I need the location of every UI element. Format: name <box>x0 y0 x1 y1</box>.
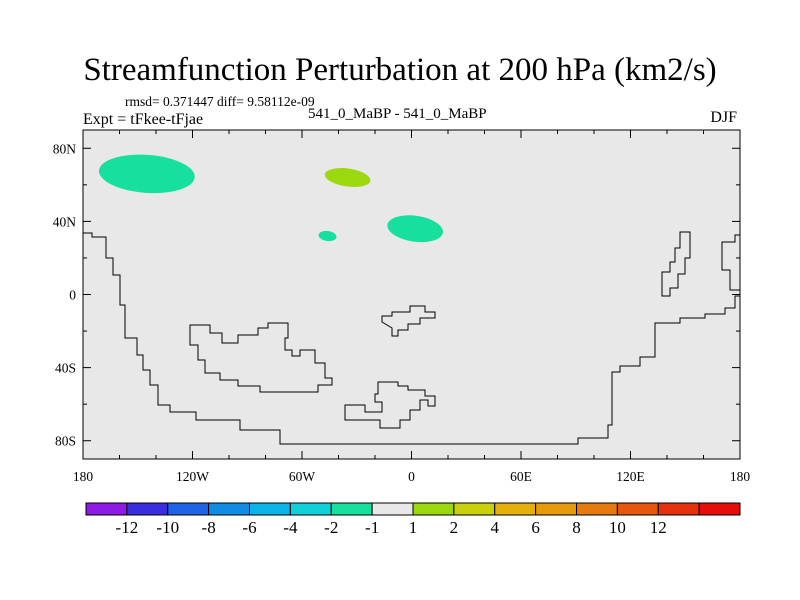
anomaly-region <box>318 230 337 242</box>
colorbar-swatch <box>249 502 291 516</box>
coastline-island-southern <box>344 381 436 429</box>
colorbar-swatch <box>535 502 577 516</box>
colorbar-label: 8 <box>572 518 581 537</box>
case-label: 541_0_MaBP - 541_0_MaBP <box>308 106 487 122</box>
map-title: Streamfunction Perturbation at 200 hPa (… <box>83 52 717 88</box>
anomaly-region <box>98 154 195 194</box>
anomaly-region <box>387 215 443 243</box>
lat-label: 0 <box>69 288 76 303</box>
colorbar-swatch <box>453 502 496 516</box>
colorbar-swatch <box>167 502 210 516</box>
stats-text: rmsd= 0.371447 diff= 9.58112e-09 <box>125 94 315 109</box>
colorbar-swatch <box>85 502 128 516</box>
anomaly-layer <box>98 154 443 243</box>
latitude-labels: 80N 40N 0 40S 80S <box>53 141 77 448</box>
coastline-antarctica <box>83 232 740 445</box>
colorbar-label: 10 <box>609 518 626 537</box>
lon-label: 180 <box>730 469 751 484</box>
colorbar-label: -12 <box>116 518 139 537</box>
lon-label: 60E <box>510 469 532 484</box>
colorbar-swatch <box>657 502 700 516</box>
colorbar-label: -1 <box>365 518 379 537</box>
colorbar-swatch <box>616 502 659 516</box>
longitude-labels: 180 120W 60W 0 60E 120E 180 <box>73 469 751 484</box>
lon-label: 120E <box>616 469 645 484</box>
lon-label: 120W <box>176 469 209 484</box>
colorbar-label: -4 <box>283 518 298 537</box>
colorbar-swatch <box>494 502 537 516</box>
map-plot-area <box>82 129 741 460</box>
lon-label: 180 <box>73 469 94 484</box>
colorbar-swatch <box>698 502 741 516</box>
experiment-label: Expt = tFkee-tFjae <box>83 111 204 128</box>
lat-label: 40S <box>55 361 76 376</box>
lon-label: 0 <box>408 469 415 484</box>
coastline-island-bay <box>381 305 436 337</box>
colorbar <box>85 502 741 516</box>
lat-label: 80N <box>53 141 77 156</box>
colorbar-labels: -12 -10 -8 -6 -4 -2 -1 1 2 4 6 8 10 12 <box>116 518 667 537</box>
colorbar-label: 6 <box>531 518 540 537</box>
colorbar-label: -6 <box>242 518 256 537</box>
anomaly-region <box>324 168 371 187</box>
map-background <box>83 130 740 459</box>
colorbar-label: 4 <box>491 518 500 537</box>
colorbar-swatch <box>330 502 373 516</box>
coastline-island-south-africa <box>189 322 333 393</box>
colorbar-swatch <box>371 502 414 516</box>
lat-label: 40N <box>53 214 77 229</box>
colorbar-label: -8 <box>202 518 216 537</box>
lat-label: 80S <box>55 434 76 449</box>
coastline-australia <box>661 231 691 297</box>
colorbar-swatch <box>208 502 250 516</box>
colorbar-label: -2 <box>324 518 338 537</box>
colorbar-label: 2 <box>450 518 459 537</box>
colorbar-label: 12 <box>650 518 667 537</box>
colorbar-label: -10 <box>156 518 179 537</box>
map-ticks <box>82 130 741 459</box>
colorbar-swatch <box>289 502 332 516</box>
colorbar-label: 1 <box>409 518 418 537</box>
coastline-new-zealand <box>721 234 740 291</box>
colorbar-swatch <box>576 502 618 516</box>
season-label: DJF <box>710 109 737 126</box>
colorbar-swatch <box>126 502 169 516</box>
lon-label: 60W <box>289 469 316 484</box>
colorbar-swatch <box>412 502 455 516</box>
